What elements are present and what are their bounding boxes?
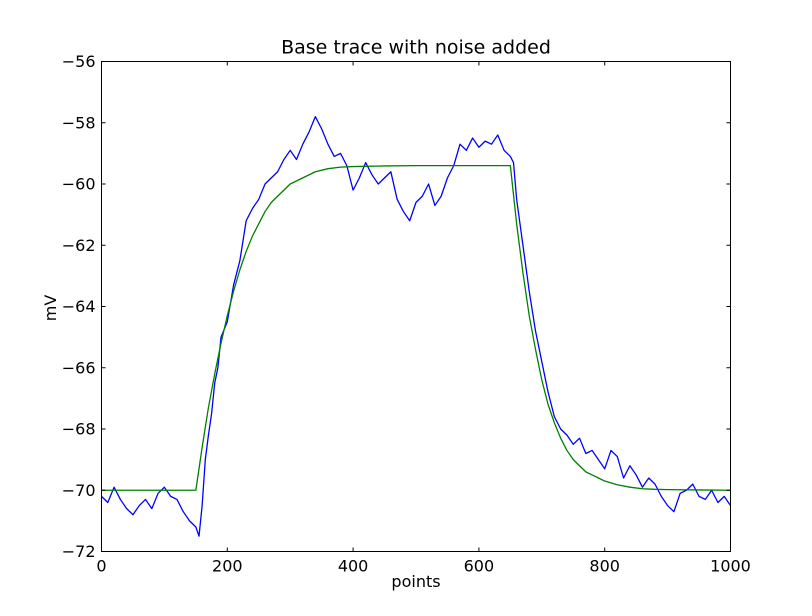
plot-area [101, 61, 731, 552]
chart-title: Base trace with noise added [281, 37, 551, 59]
x-tick-label: 1000 [710, 557, 751, 576]
y-ticks: −72 −70 −68 −66 −64 −62 −60 −58 −56 [62, 52, 731, 561]
y-tick-label: −66 [62, 358, 96, 377]
y-tick-label: −58 [62, 113, 96, 132]
y-tick-label: −56 [62, 52, 96, 71]
x-axis-label: points [391, 572, 440, 591]
series-line-1 [101, 115, 732, 537]
x-tick-label: 200 [212, 557, 243, 576]
y-tick-label: −68 [62, 420, 96, 439]
x-ticks: 0 200 400 600 800 1000 [96, 61, 751, 576]
y-tick-label: −72 [62, 542, 96, 561]
y-tick-label: −62 [62, 236, 96, 255]
x-tick-label: 600 [464, 557, 495, 576]
series-line-2 [101, 164, 731, 491]
series-layer [101, 115, 732, 537]
x-tick-label: 0 [96, 557, 106, 576]
y-tick-label: −70 [62, 481, 96, 500]
y-tick-label: −64 [62, 297, 96, 316]
y-axis-label: mV [41, 295, 60, 322]
x-tick-label: 400 [338, 557, 369, 576]
y-tick-label: −60 [62, 175, 96, 194]
x-tick-label: 800 [589, 557, 620, 576]
